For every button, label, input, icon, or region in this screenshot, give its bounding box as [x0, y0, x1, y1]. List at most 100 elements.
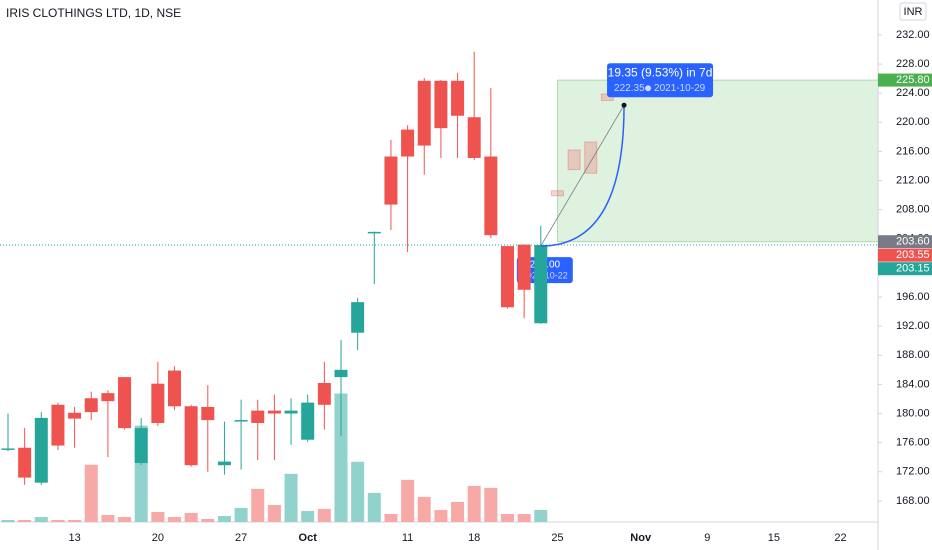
x-tick-label: 22 — [834, 532, 846, 544]
candle-body — [501, 246, 514, 308]
y-tick-label: 168.00 — [896, 495, 930, 507]
volume-bar — [367, 492, 381, 522]
volume-bar — [417, 496, 431, 522]
y-tick-label: 180.00 — [896, 407, 930, 419]
price-tag — [878, 262, 932, 276]
x-tick-label: 11 — [402, 532, 413, 544]
candle-body — [134, 428, 148, 464]
y-tick-label: 232.00 — [896, 29, 930, 41]
x-tick-label: Oct — [299, 532, 318, 544]
measure-end-point — [621, 102, 627, 108]
volume-bar — [467, 485, 481, 522]
volume-bar — [334, 393, 348, 522]
volume-bar — [184, 512, 198, 522]
candle-body — [301, 402, 315, 440]
price-tag-label: 225.80 — [896, 74, 930, 86]
candle-body — [434, 80, 448, 129]
clock-icon — [645, 85, 652, 92]
volume-bar — [68, 519, 82, 522]
x-tick-label: 20 — [152, 532, 164, 544]
currency-box[interactable] — [899, 2, 927, 21]
candle-body — [18, 447, 32, 478]
y-tick-label: 224.00 — [896, 87, 930, 99]
y-tick-label: 192.00 — [896, 320, 930, 332]
y-tick-label: 220.00 — [896, 116, 930, 128]
price-tag-label: 203.55 — [896, 249, 930, 261]
volume-bar — [317, 508, 331, 522]
candle-body — [251, 410, 265, 423]
candle-body — [267, 410, 281, 414]
candle-body — [317, 382, 331, 405]
volume-bar — [484, 487, 498, 522]
volume-bar — [284, 473, 298, 522]
volume-bar — [401, 479, 415, 522]
y-tick-label: 188.00 — [896, 349, 930, 361]
chart-title: IRIS CLOTHINGS LTD, 1D, NSE — [6, 6, 181, 20]
x-tick-label: 13 — [68, 532, 80, 544]
currency: INR — [904, 6, 923, 18]
candle-body — [351, 302, 365, 333]
price-tag — [878, 248, 932, 262]
candle-body — [51, 404, 65, 446]
volume-bar — [84, 464, 98, 522]
volume-bar — [101, 514, 115, 522]
measure-line — [540, 104, 625, 247]
volume-bar — [434, 509, 448, 522]
candle-body — [151, 383, 165, 423]
volume-bar — [217, 515, 231, 522]
candle-body — [217, 461, 231, 466]
volume-bar — [234, 507, 248, 522]
candle-body — [118, 377, 132, 429]
volume-bar — [18, 519, 32, 522]
x-tick-label: 18 — [468, 532, 480, 544]
volume-bar — [267, 504, 281, 522]
y-tick-label: 184.00 — [896, 378, 930, 390]
candle-body — [401, 129, 415, 157]
y-tick-label: 196.00 — [896, 291, 930, 303]
x-tick-label: 9 — [704, 532, 710, 544]
candle-body — [384, 156, 398, 205]
y-tick-label: 216.00 — [896, 145, 930, 157]
candle-body — [168, 370, 181, 407]
candle-body — [184, 406, 198, 466]
y-tick-label: 208.00 — [896, 204, 930, 216]
measure-end-date: 2021-10-29 — [654, 83, 706, 94]
volume-bar — [34, 516, 48, 522]
candle-body — [284, 410, 298, 414]
price-tag — [878, 73, 932, 87]
volume-bar — [1, 519, 15, 522]
candle-body — [201, 406, 215, 421]
candle-body — [517, 244, 531, 290]
candle-body — [417, 80, 431, 146]
price-tag-label: 203.15 — [896, 263, 930, 275]
volume-bar — [351, 461, 365, 522]
volume-bar — [151, 511, 165, 522]
candle-body — [34, 417, 48, 483]
candle-body — [234, 420, 248, 422]
x-tick-label: 25 — [551, 532, 563, 544]
y-tick-label: 176.00 — [896, 437, 930, 449]
projection-bar — [567, 149, 581, 171]
x-tick-label: 15 — [768, 532, 780, 544]
projection-bar — [550, 190, 564, 197]
volume-bar — [51, 519, 65, 522]
volume-bar — [534, 509, 548, 522]
target-zone — [556, 79, 879, 243]
x-tick-label: 27 — [235, 532, 247, 544]
projection-bar — [584, 141, 598, 174]
volume-bar — [501, 513, 514, 522]
volume-bar — [118, 516, 132, 522]
volume-bar — [168, 516, 181, 522]
candle-body — [484, 156, 498, 236]
candle-body — [101, 393, 115, 402]
candle-body — [1, 448, 15, 450]
candle-body — [467, 117, 481, 158]
volume-bar — [451, 501, 465, 522]
candle-body — [68, 412, 82, 419]
volume-bar — [251, 488, 265, 522]
measure-curve — [540, 105, 625, 247]
candle-body — [367, 231, 381, 234]
volume-bar — [384, 513, 398, 522]
